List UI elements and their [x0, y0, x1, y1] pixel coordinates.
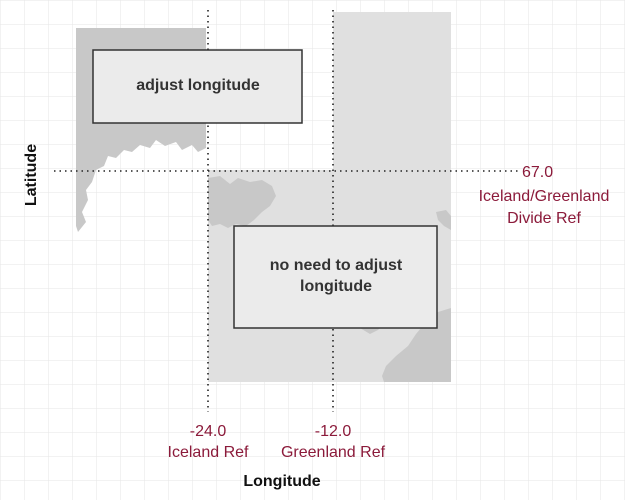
y-axis-title: Latitude	[23, 144, 40, 206]
divide-ref-value: 67.0	[522, 164, 553, 181]
x-axis-title: Longitude	[243, 473, 320, 490]
islands-landmass	[436, 210, 451, 230]
divide-ref-label-line1: Iceland/Greenland	[479, 188, 610, 205]
iceland-landmass	[208, 176, 276, 228]
adjust-longitude-box	[92, 49, 303, 124]
greenland-ref-label: Greenland Ref	[281, 444, 386, 461]
iceland-ref-label: Iceland Ref	[168, 444, 249, 461]
adjust-longitude-label: adjust longitude	[136, 77, 260, 94]
no-adjust-label-line2: longitude	[300, 278, 372, 295]
divide-ref-label-line2: Divide Ref	[507, 210, 581, 227]
greenland-ref-value: -12.0	[315, 423, 352, 440]
no-adjust-box	[233, 225, 438, 329]
no-adjust-label-line1: no need to adjust	[270, 257, 403, 274]
iceland-ref-value: -24.0	[190, 423, 227, 440]
